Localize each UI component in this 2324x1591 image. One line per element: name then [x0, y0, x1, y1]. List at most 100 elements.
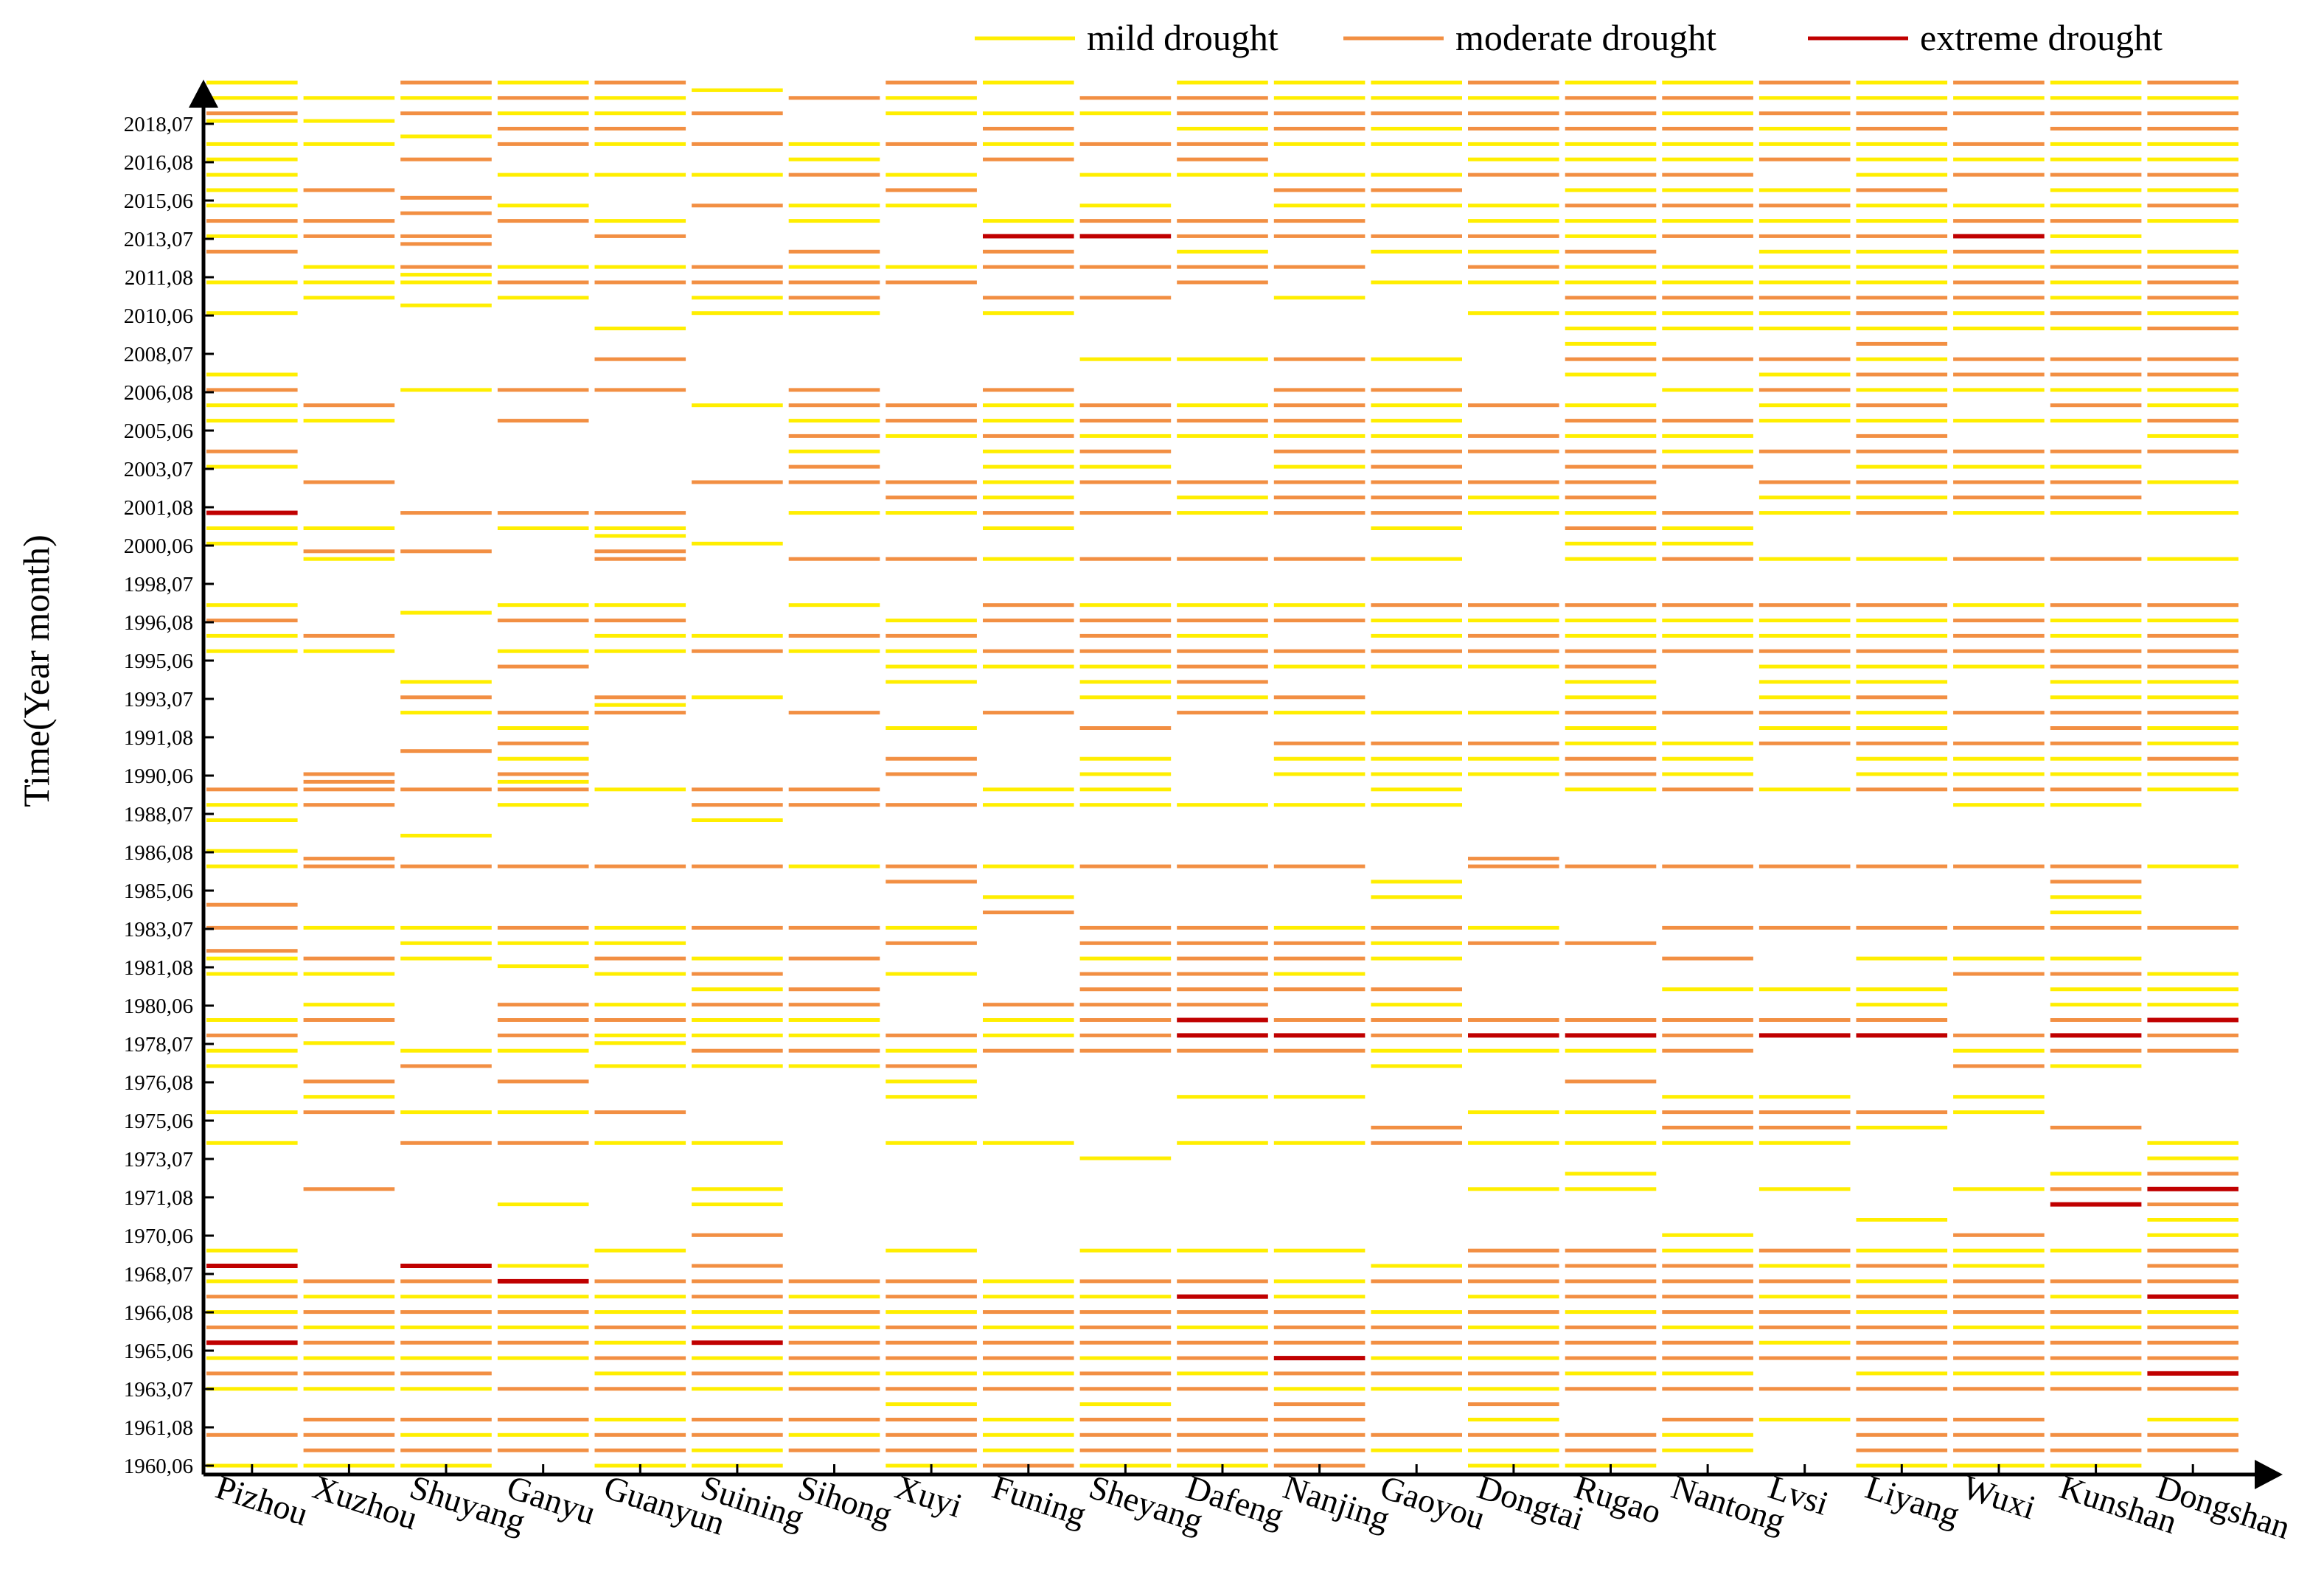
mild-drought-bar — [594, 526, 686, 530]
moderate-drought-bar — [1079, 1387, 1172, 1391]
moderate-drought-bar — [1273, 695, 1365, 700]
mild-drought-bar — [594, 633, 686, 638]
moderate-drought-bar — [400, 1371, 492, 1376]
moderate-drought-bar — [1177, 711, 1268, 715]
moderate-drought-bar — [1177, 1048, 1268, 1053]
mild-drought-bar — [1953, 803, 2045, 807]
mild-drought-bar — [788, 1432, 880, 1437]
moderate-drought-bar — [788, 787, 880, 792]
moderate-drought-bar — [1371, 1018, 1462, 1022]
mild-drought-bar — [2147, 1003, 2238, 1007]
moderate-drought-bar — [2147, 357, 2238, 361]
moderate-drought-bar — [2147, 603, 2238, 607]
mild-drought-bar — [1758, 495, 1851, 500]
mild-drought-bar — [594, 1310, 686, 1315]
x-tick-label: Rugao — [1570, 1468, 1666, 1531]
mild-drought-bar — [1758, 1095, 1851, 1099]
moderate-drought-bar — [2147, 1264, 2238, 1268]
moderate-drought-bar — [2147, 1356, 2238, 1360]
mild-drought-bar — [886, 96, 977, 100]
mild-drought-bar — [2147, 557, 2238, 561]
moderate-drought-bar — [1856, 1264, 1948, 1268]
moderate-drought-bar — [788, 1340, 880, 1345]
moderate-drought-bar — [1856, 341, 1948, 346]
moderate-drought-bar — [1953, 1418, 2045, 1421]
mild-drought-bar — [1953, 96, 2045, 100]
moderate-drought-bar — [2050, 880, 2142, 884]
moderate-drought-bar — [1953, 557, 2045, 561]
mild-drought-bar — [400, 610, 492, 615]
moderate-drought-bar — [1565, 1264, 1657, 1268]
moderate-drought-bar — [2147, 756, 2238, 761]
moderate-drought-bar — [2147, 327, 2238, 330]
mild-drought-bar — [303, 925, 395, 930]
moderate-drought-bar — [594, 1279, 686, 1284]
moderate-drought-bar — [303, 188, 395, 192]
mild-drought-bar — [206, 1048, 298, 1053]
moderate-drought-bar — [788, 557, 880, 561]
mild-drought-bar — [1371, 787, 1462, 792]
mild-drought-bar — [1565, 219, 1657, 223]
mild-drought-bar — [2050, 1325, 2142, 1329]
moderate-drought-bar — [1079, 511, 1172, 515]
mild-drought-bar — [1758, 680, 1851, 684]
y-tick-label: 1978,07 — [124, 1033, 193, 1056]
mild-drought-bar — [2050, 188, 2142, 192]
moderate-drought-bar — [983, 649, 1074, 653]
mild-drought-bar — [2050, 388, 2142, 392]
moderate-drought-bar — [303, 1448, 395, 1452]
moderate-drought-bar — [1662, 127, 1753, 130]
mild-drought-bar — [2147, 1156, 2238, 1160]
mild-drought-bar — [1758, 265, 1851, 269]
moderate-drought-bar — [400, 242, 492, 246]
mild-drought-bar — [983, 80, 1074, 85]
moderate-drought-bar — [2147, 296, 2238, 300]
mild-drought-bar — [1273, 664, 1365, 669]
mild-drought-bar — [206, 603, 298, 607]
mild-drought-bar — [1856, 265, 1948, 269]
mild-drought-bar — [2147, 1310, 2238, 1315]
moderate-drought-bar — [1273, 1340, 1365, 1345]
y-tick-label: 1965,06 — [124, 1340, 193, 1363]
mild-drought-bar — [788, 511, 880, 515]
moderate-drought-bar — [497, 1340, 589, 1345]
moderate-drought-bar — [1662, 1340, 1753, 1345]
moderate-drought-bar — [1371, 1141, 1462, 1145]
moderate-drought-bar — [692, 203, 783, 208]
mild-drought-bar — [886, 649, 977, 653]
mild-drought-bar — [1273, 296, 1365, 300]
mild-drought-bar — [1662, 1432, 1753, 1437]
mild-drought-bar — [303, 1325, 395, 1329]
mild-drought-bar — [886, 972, 977, 976]
moderate-drought-bar — [1758, 1248, 1851, 1253]
moderate-drought-bar — [1273, 219, 1365, 223]
mild-drought-bar — [1565, 311, 1657, 316]
moderate-drought-bar — [1079, 1003, 1172, 1007]
mild-drought-bar — [1662, 633, 1753, 638]
mild-drought-bar — [1856, 680, 1948, 684]
mild-drought-bar — [497, 964, 589, 969]
mild-drought-bar — [1953, 464, 2045, 469]
moderate-drought-bar — [1079, 972, 1172, 976]
moderate-drought-bar — [1662, 511, 1753, 515]
moderate-drought-bar — [497, 280, 589, 285]
moderate-drought-bar — [1953, 633, 2045, 638]
mild-drought-bar — [1758, 1187, 1851, 1191]
legend-label-moderate: moderate drought — [1455, 17, 1716, 58]
moderate-drought-bar — [1758, 388, 1851, 392]
mild-drought-bar — [497, 526, 589, 530]
mild-drought-bar — [1371, 772, 1462, 776]
mild-drought-bar — [594, 1248, 686, 1253]
moderate-drought-bar — [400, 787, 492, 792]
mild-drought-bar — [497, 1048, 589, 1053]
mild-drought-bar — [1953, 265, 2045, 269]
moderate-drought-bar — [2147, 1033, 2238, 1037]
moderate-drought-bar — [1856, 1340, 1948, 1345]
mild-drought-bar — [1758, 664, 1851, 669]
mild-drought-bar — [1468, 203, 1559, 208]
mild-drought-bar — [886, 1310, 977, 1315]
moderate-drought-bar — [2050, 311, 2142, 316]
mild-drought-bar — [1177, 1095, 1268, 1099]
mild-drought-bar — [1371, 249, 1462, 254]
mild-drought-bar — [206, 188, 298, 192]
